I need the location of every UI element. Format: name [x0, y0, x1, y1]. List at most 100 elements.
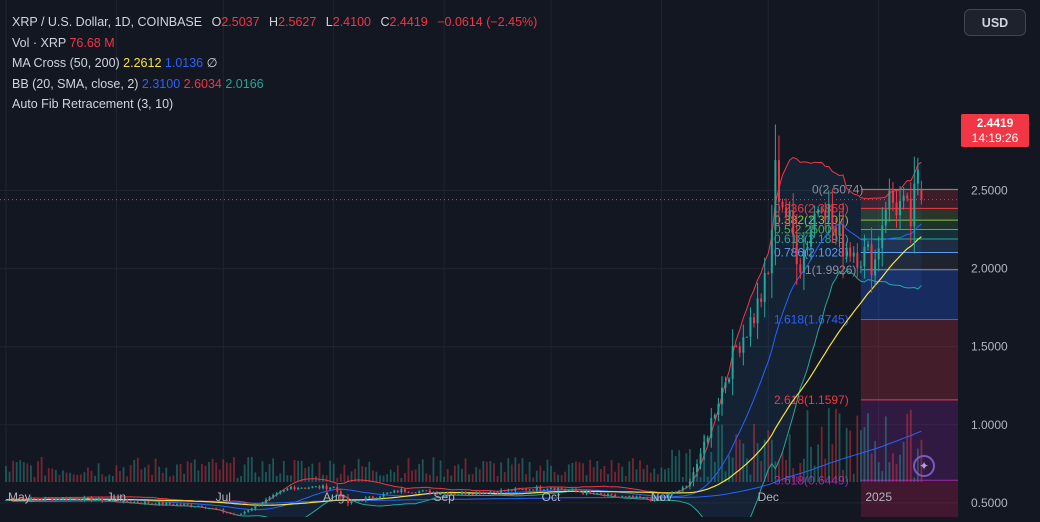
candle-body — [589, 491, 592, 493]
candle-body — [261, 502, 264, 506]
candle-body — [411, 492, 414, 494]
volume-bar — [250, 457, 253, 482]
volume-bar — [763, 439, 766, 482]
candle-body — [688, 481, 691, 487]
candle-body — [179, 504, 182, 506]
volume-bar — [62, 470, 64, 482]
candle-body — [29, 497, 32, 501]
candle-body — [389, 492, 392, 494]
candle-body — [549, 488, 552, 490]
volume-bar — [906, 414, 909, 482]
candle-body — [204, 507, 207, 509]
volume-bar — [785, 459, 787, 482]
candle-body — [703, 442, 706, 454]
candle-body — [667, 494, 670, 498]
volume-bar — [201, 463, 203, 482]
candle-body — [65, 497, 68, 500]
price-axis-bg — [958, 0, 1040, 517]
candle-body — [827, 204, 830, 221]
volume-bar — [389, 469, 392, 482]
fib-level-label: 1.618(1.6745) — [774, 312, 849, 326]
volume-bar — [364, 467, 367, 482]
volume-bar — [667, 468, 670, 482]
volume-bar — [208, 462, 210, 482]
candle-body — [913, 183, 916, 227]
volume-bar — [742, 443, 745, 482]
candle-body — [243, 511, 246, 514]
last-price-value: 2.4419 — [976, 116, 1014, 130]
volume-bar — [26, 463, 29, 482]
candle-body — [906, 195, 909, 199]
fib-level-label: 3.618(0.6449) — [774, 473, 849, 487]
volume-bar — [286, 475, 289, 482]
candle-body — [646, 497, 649, 500]
candle-body — [304, 487, 307, 489]
candle-body — [307, 487, 310, 489]
volume-bar — [247, 457, 250, 482]
volume-bar — [165, 467, 168, 482]
volume-bar — [813, 465, 816, 482]
volume-bar — [129, 465, 132, 482]
candle-body — [232, 513, 235, 515]
candle-body — [76, 498, 79, 500]
volume-bar — [30, 465, 32, 482]
volume-bar — [457, 464, 460, 482]
candle-body — [599, 493, 602, 495]
candle-body — [108, 500, 111, 502]
volume-bar — [560, 475, 563, 482]
volume-bar — [421, 459, 424, 482]
sparkle-icon[interactable]: ✦ — [913, 455, 935, 477]
candle-body — [834, 227, 837, 236]
candle-body — [500, 490, 503, 494]
candle-body — [190, 504, 193, 507]
volume-bar — [72, 474, 75, 482]
volume-bar — [774, 461, 777, 482]
volume-bar — [15, 462, 18, 482]
candle-body — [54, 498, 57, 501]
candle-body — [443, 492, 446, 494]
volume-bar — [87, 467, 89, 482]
candle-body — [642, 497, 645, 499]
volume-bar — [183, 473, 186, 482]
volume-bar — [710, 452, 713, 482]
volume-bar — [386, 474, 389, 482]
volume-bar — [895, 464, 898, 482]
volume-bar — [500, 462, 503, 482]
candle-body — [628, 496, 631, 498]
volume-bar — [817, 444, 820, 482]
candle-body — [681, 487, 684, 491]
candle-body — [143, 501, 146, 504]
bb-band-fill — [6, 157, 922, 522]
candle-body — [15, 500, 18, 502]
candle-body — [8, 499, 11, 501]
candle-body — [820, 209, 823, 211]
candle-body — [475, 492, 478, 495]
candle-body — [560, 488, 563, 490]
volume-bar — [396, 465, 399, 482]
currency-button[interactable]: USD — [964, 9, 1026, 36]
volume-bar — [656, 474, 659, 482]
candle-body — [225, 512, 228, 514]
volume-bar — [240, 475, 242, 482]
volume-bar — [275, 475, 278, 482]
time-tick-label: Sep — [433, 490, 455, 504]
candle-body — [407, 491, 410, 493]
candle-body — [147, 501, 150, 504]
volume-bar — [557, 474, 560, 482]
candle-body — [354, 500, 357, 502]
volume-bar — [211, 458, 214, 482]
volume-bar — [831, 444, 834, 482]
candle-body — [122, 499, 125, 503]
candle-body — [457, 494, 460, 496]
candle-body — [37, 498, 40, 500]
volume-bar — [553, 471, 556, 482]
fib-zone — [860, 269, 960, 320]
volume-bar — [674, 456, 677, 482]
volume-bar — [859, 430, 862, 482]
volume-bar — [140, 469, 143, 482]
candle-body — [69, 498, 72, 500]
volume-bar — [867, 413, 869, 482]
candle-body — [717, 404, 720, 415]
